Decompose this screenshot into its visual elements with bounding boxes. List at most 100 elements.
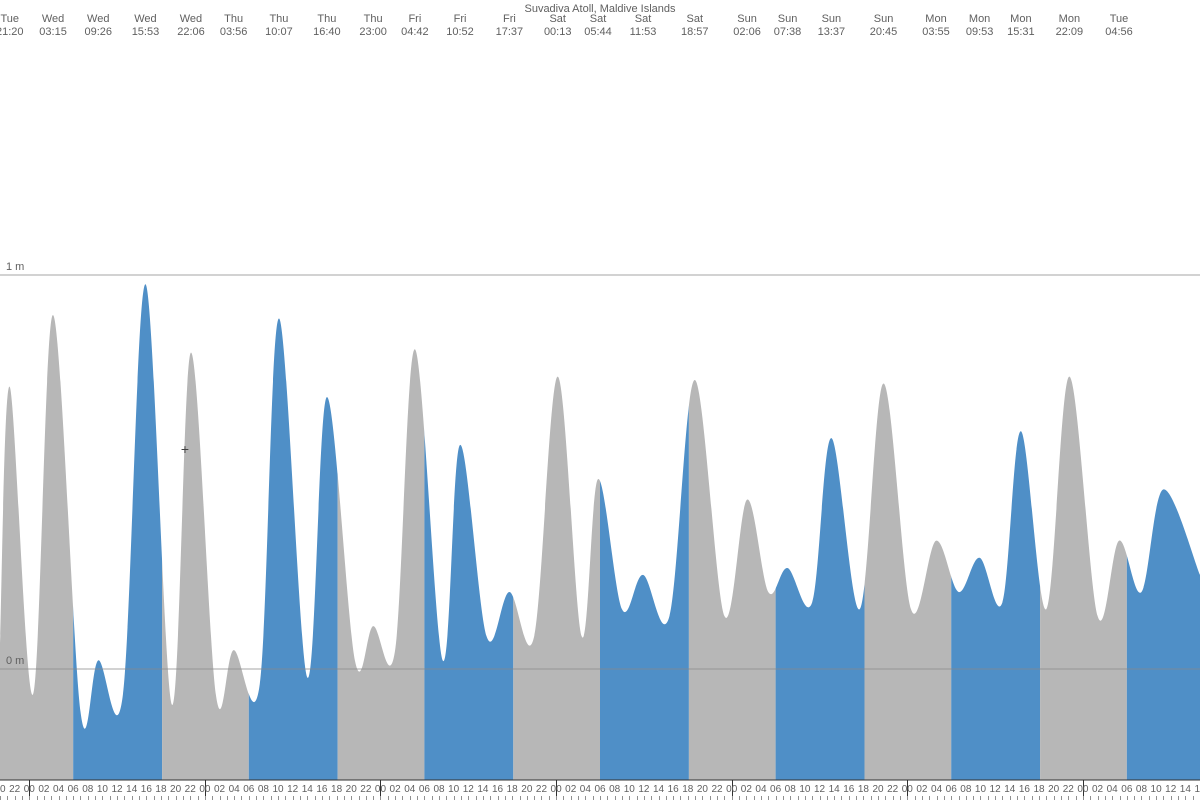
xtick-minor [132, 796, 133, 800]
xtick-label: 10 [448, 784, 459, 795]
xtick-minor [315, 796, 316, 800]
xtick-minor [659, 796, 660, 800]
xtick-label: 02 [390, 784, 401, 795]
xtick-minor [739, 796, 740, 800]
xtick-minor [885, 796, 886, 800]
xtick-label: 10 [975, 784, 986, 795]
xtick-minor [146, 796, 147, 800]
xtick-label: 04 [53, 784, 64, 795]
xtick-label: 02 [214, 784, 225, 795]
xtick-minor [1134, 796, 1135, 800]
xtick-minor [527, 796, 528, 800]
xtick-label: 22 [887, 784, 898, 795]
xtick-minor [300, 796, 301, 800]
xtick-minor [512, 796, 513, 800]
xtick-minor [1141, 796, 1142, 800]
xtick-minor [520, 796, 521, 800]
xtick-minor [534, 796, 535, 800]
xtick-minor [900, 796, 901, 800]
xtick-minor [432, 796, 433, 800]
x-axis: 2022000204060810121416182022000204060810… [0, 780, 1200, 800]
xtick-minor [285, 796, 286, 800]
xtick-label: 20 [346, 784, 357, 795]
xtick-minor [15, 796, 16, 800]
xtick-minor [241, 796, 242, 800]
xtick-label: 10 [1151, 784, 1162, 795]
xtick-minor [95, 796, 96, 800]
xtick-minor [622, 796, 623, 800]
xtick-label: 02 [741, 784, 752, 795]
xtick-label: 12 [112, 784, 123, 795]
xtick-label: 18 [155, 784, 166, 795]
xtick-label: 10 [799, 784, 810, 795]
xtick-minor [798, 796, 799, 800]
xtick-label: 04 [404, 784, 415, 795]
xtick-minor [1156, 796, 1157, 800]
xtick-minor [1112, 796, 1113, 800]
xtick-minor [337, 796, 338, 800]
xtick-label: 04 [931, 784, 942, 795]
xtick-label: 16 [316, 784, 327, 795]
xtick-minor [410, 796, 411, 800]
xtick-minor [951, 796, 952, 800]
xtick-label: 00 [726, 784, 737, 795]
xtick-minor [878, 796, 879, 800]
xtick-label: 06 [68, 784, 79, 795]
xtick-minor [234, 796, 235, 800]
xtick-minor [1039, 796, 1040, 800]
xtick-minor [893, 796, 894, 800]
xtick-label: 22 [9, 784, 20, 795]
xtick-label: 14 [302, 784, 313, 795]
xtick-minor [1178, 796, 1179, 800]
xtick-minor [124, 796, 125, 800]
xtick-minor [754, 796, 755, 800]
xtick-minor [329, 796, 330, 800]
xtick-minor [1002, 796, 1003, 800]
xtick-minor [1068, 796, 1069, 800]
xtick-minor [220, 796, 221, 800]
xtick-minor [1127, 796, 1128, 800]
xtick-label: 18 [507, 784, 518, 795]
xtick-minor [1032, 796, 1033, 800]
y-axis-label: 1 m [6, 261, 24, 273]
xtick-minor [476, 796, 477, 800]
xtick-minor [549, 796, 550, 800]
xtick-minor [263, 796, 264, 800]
xtick-minor [424, 796, 425, 800]
xtick-minor [227, 796, 228, 800]
xtick-minor [22, 796, 23, 800]
xtick-label: 00 [375, 784, 386, 795]
tide-chart: Suvadiva Atoll, Maldive Islands Tue21:20… [0, 0, 1200, 800]
xtick-label: 04 [229, 784, 240, 795]
xtick-minor [600, 796, 601, 800]
xtick-minor [863, 796, 864, 800]
xtick-minor [190, 796, 191, 800]
xtick-label: 12 [1165, 784, 1176, 795]
xtick-minor [578, 796, 579, 800]
xtick-minor [695, 796, 696, 800]
xtick-minor [1090, 796, 1091, 800]
xtick-label: 06 [946, 784, 957, 795]
xtick-minor [110, 796, 111, 800]
xtick-minor [102, 796, 103, 800]
xtick-minor [7, 796, 8, 800]
xtick-minor [776, 796, 777, 800]
xtick-minor [498, 796, 499, 800]
xtick-label: 04 [1107, 784, 1118, 795]
xtick-minor [1061, 796, 1062, 800]
xtick-minor [783, 796, 784, 800]
xtick-label: 14 [829, 784, 840, 795]
xtick-label: 10 [272, 784, 283, 795]
xtick-label: 12 [463, 784, 474, 795]
xtick-minor [44, 796, 45, 800]
xtick-minor [73, 796, 74, 800]
xtick-minor [176, 796, 177, 800]
xtick-label: 00 [24, 784, 35, 795]
xtick-minor [205, 796, 206, 800]
cursor-cross-marker: + [181, 443, 189, 459]
xtick-label: 08 [960, 784, 971, 795]
xtick-minor [293, 796, 294, 800]
xtick-minor [644, 796, 645, 800]
xtick-minor [0, 796, 1, 800]
xtick-label: 16 [141, 784, 152, 795]
